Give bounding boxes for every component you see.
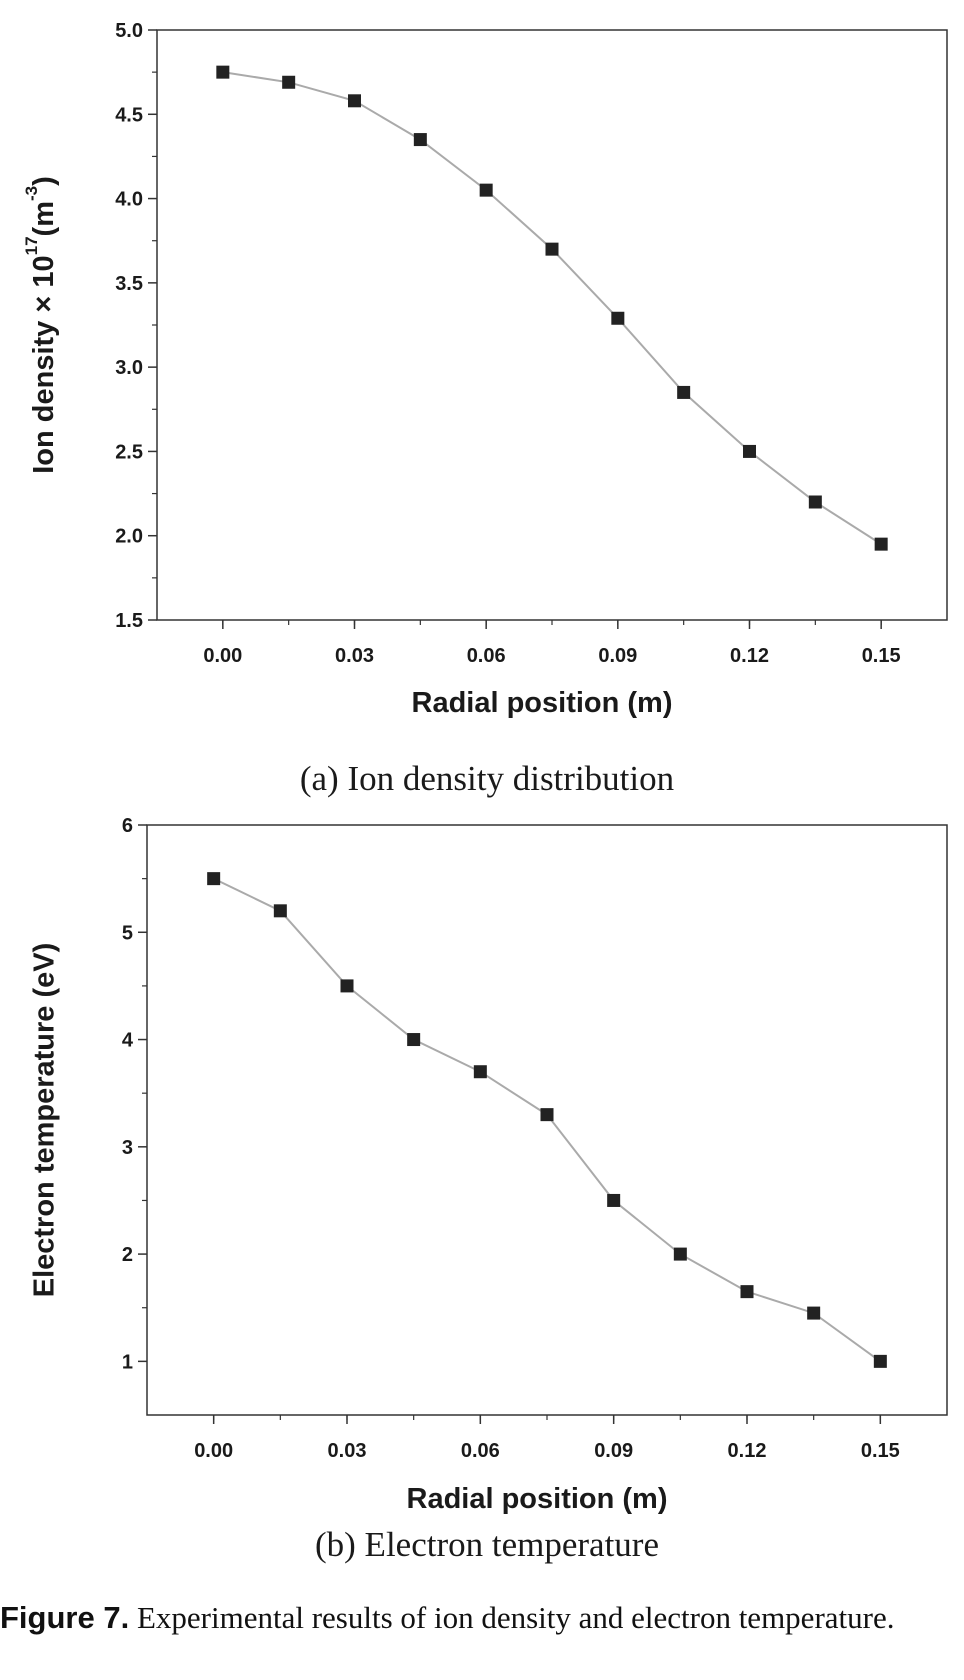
figure-caption-text: Experimental results of ion density and … (129, 1600, 895, 1635)
data-point-marker (216, 65, 230, 79)
y-tick-label: 4 (122, 1030, 134, 1052)
x-tick-label: 0.00 (194, 1440, 233, 1462)
x-tick-label: 0.09 (594, 1440, 633, 1462)
panel-a-y-axis-title-sup1: 17 (22, 236, 41, 255)
y-tick-label: 3 (122, 1137, 133, 1159)
panel-a-subcaption: (a) Ion density distribution (300, 759, 674, 798)
panel-b-tick-labels: 0.00 0.03 0.06 0.09 0.12 0.15 1 2 3 4 5 6 (122, 815, 900, 1462)
y-tick-label: 2.0 (115, 526, 143, 548)
panel-a-tick-labels: 0.00 0.03 0.06 0.09 0.12 0.15 1.5 2.0 2.5 3.0 3.5 4… (115, 20, 900, 667)
x-tick-label: 0.03 (335, 645, 374, 667)
figure-canvas: 0.00 0.03 0.06 0.09 0.12 0.15 1.5 2.0 2.5 3.0 3.5 4… (22, 20, 948, 1564)
x-tick-label: 0.12 (730, 645, 769, 667)
panel-a-y-axis-title-sup2: -3 (22, 186, 41, 201)
y-tick-label: 1 (122, 1351, 133, 1373)
x-tick-label: 0.03 (328, 1440, 367, 1462)
data-point-marker (873, 1354, 887, 1368)
data-point-marker (677, 385, 691, 399)
panel-a-y-axis-title-main: Ion density × 10 (28, 255, 60, 473)
y-tick-label: 3.5 (115, 273, 143, 295)
data-point-marker (673, 1247, 687, 1261)
y-tick-label: 2 (122, 1244, 133, 1266)
panel-a-y-axis-title: Ion density × 1017(m-3) (22, 176, 59, 474)
panel-a-series-points (216, 65, 888, 551)
data-point-marker (874, 537, 888, 551)
panel-b-x-axis-title: Radial position (m) (407, 1483, 668, 1515)
panel-b-y-axis-title: Electron temperature (eV) (29, 943, 61, 1298)
panel-b-subcaption: (b) Electron temperature (315, 1525, 659, 1564)
data-point-marker (808, 495, 822, 509)
x-tick-label: 0.15 (861, 1440, 900, 1462)
x-tick-label: 0.12 (728, 1440, 767, 1462)
panel-a-ion-density: 0.00 0.03 0.06 0.09 0.12 0.15 1.5 2.0 2.5 3.0 3.5 4… (22, 20, 948, 798)
data-point-marker (273, 904, 287, 918)
data-point-marker (282, 75, 296, 89)
x-tick-label: 0.09 (598, 645, 637, 667)
panel-a-series-line (222, 71, 882, 545)
data-point-marker (207, 872, 221, 886)
y-tick-label: 5 (122, 922, 133, 944)
figure-caption-label: Figure 7. (0, 1600, 130, 1635)
data-point-marker (473, 1065, 487, 1079)
panel-a-x-axis-title: Radial position (m) (412, 687, 673, 719)
panel-a-plot-frame (156, 29, 948, 621)
y-tick-label: 2.5 (115, 441, 143, 463)
data-point-marker (743, 444, 756, 458)
data-point-marker (348, 94, 361, 108)
panel-a-ticks (148, 29, 882, 629)
data-point-marker (413, 133, 427, 147)
data-point-marker (407, 1033, 421, 1047)
x-tick-label: 0.00 (203, 645, 242, 667)
data-point-marker (545, 242, 559, 256)
y-tick-label: 3.0 (115, 357, 143, 379)
data-point-marker (611, 311, 625, 325)
panel-a-y-axis-title-end: ) (28, 176, 60, 186)
data-point-marker (607, 1193, 621, 1207)
panel-a-y-axis-title-mid: (m (28, 201, 60, 236)
y-tick-label: 4.0 (115, 189, 143, 211)
y-tick-label: 6 (122, 815, 133, 837)
data-point-marker (340, 979, 354, 993)
y-tick-label: 1.5 (115, 610, 143, 632)
x-tick-label: 0.15 (862, 645, 901, 667)
data-point-marker (540, 1108, 554, 1122)
x-tick-label: 0.06 (467, 645, 506, 667)
data-point-marker (740, 1285, 754, 1299)
x-tick-label: 0.06 (461, 1440, 500, 1462)
panel-b-series-points (207, 872, 887, 1368)
data-point-marker (807, 1306, 821, 1320)
figure-caption: Figure 7. Experimental results of ion de… (0, 1600, 964, 1636)
panel-b-electron-temperature: 0.00 0.03 0.06 0.09 0.12 0.15 1 2 3 4 5 6 Radial po… (29, 815, 948, 1564)
y-tick-label: 4.5 (115, 104, 143, 126)
panel-b-ticks (138, 824, 882, 1424)
data-point-marker (479, 183, 493, 197)
y-tick-label: 5.0 (115, 20, 143, 42)
